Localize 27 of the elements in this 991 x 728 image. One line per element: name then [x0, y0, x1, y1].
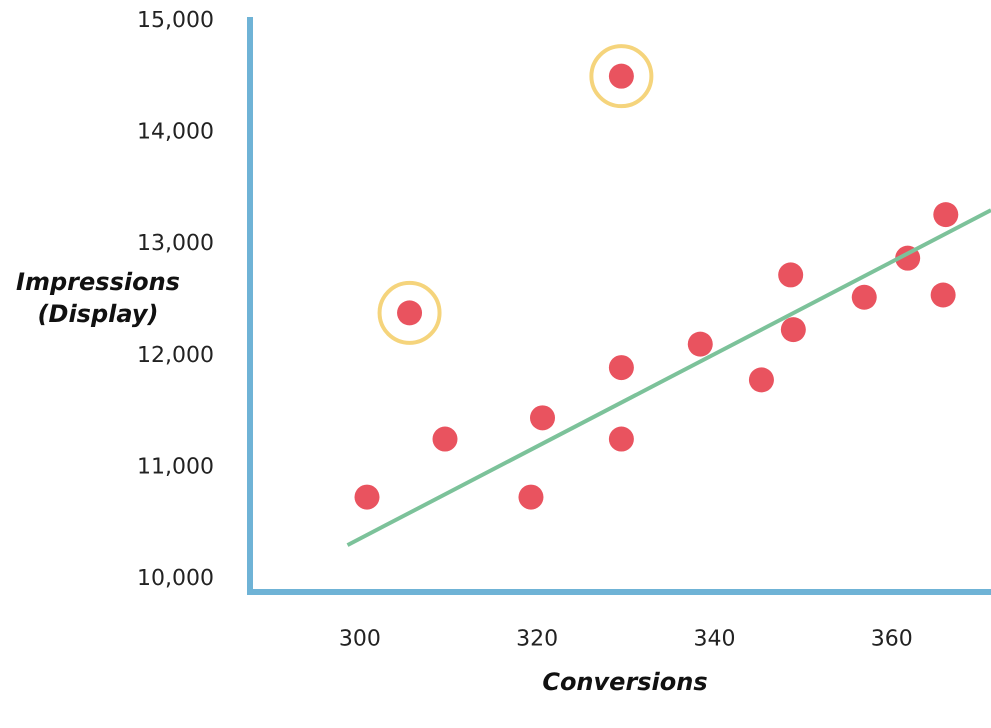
- point: [933, 202, 958, 228]
- point: [432, 426, 458, 452]
- x-tick-label: 300: [338, 626, 381, 652]
- point: [688, 332, 713, 357]
- point: [608, 426, 634, 452]
- y-tick-label: 11,000: [137, 454, 214, 480]
- y-axis-title: Impressions (Display): [16, 268, 180, 328]
- y-tick-label: 10,000: [137, 566, 214, 592]
- y-tick-label: 15,000: [137, 8, 214, 33]
- point: [589, 44, 654, 108]
- x-axis-title: Conversions: [542, 668, 708, 696]
- y-tick-label: 13,000: [137, 231, 214, 256]
- point: [852, 284, 877, 310]
- point: [518, 484, 544, 510]
- point: [608, 355, 634, 380]
- point: [930, 282, 956, 308]
- y-tick-label: 12,000: [137, 342, 214, 368]
- x-tick-label: 360: [870, 626, 913, 652]
- point: [748, 367, 774, 392]
- point: [780, 317, 806, 342]
- point: [778, 262, 804, 288]
- point: [530, 405, 555, 430]
- point: [378, 280, 442, 345]
- x-tick-label: 340: [693, 626, 736, 652]
- point: [354, 484, 380, 510]
- y-tick-label: 14,000: [137, 120, 214, 145]
- x-tick-label: 320: [516, 626, 558, 652]
